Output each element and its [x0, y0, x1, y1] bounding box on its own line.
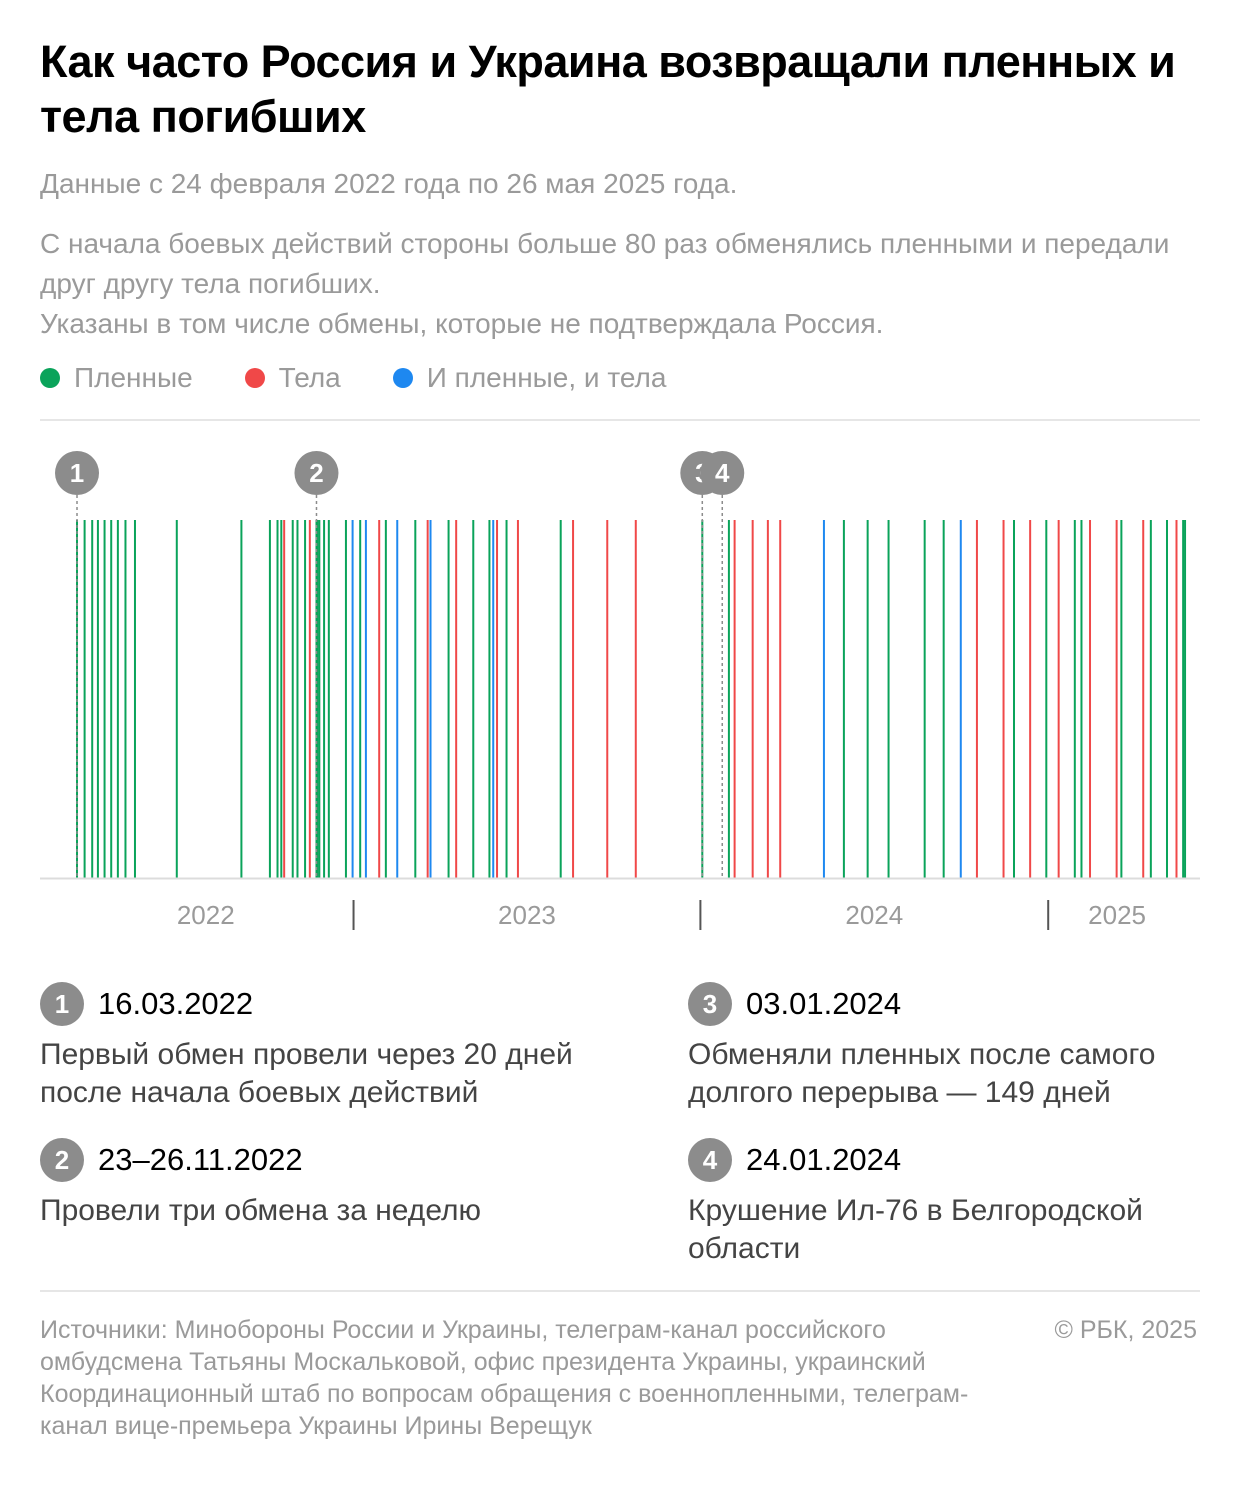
- year-label-2025: 2025: [1088, 900, 1146, 930]
- annotation-2-badge: [294, 451, 339, 495]
- note-2: 2 23–26.11.2022 Провели три обмена за не…: [40, 1136, 640, 1230]
- note-3-date: 03.01.2024: [746, 986, 902, 1021]
- note-2-text: Провели три обмена за неделю: [40, 1194, 482, 1227]
- note-1-badge: 1: [40, 982, 84, 1026]
- legend: Пленные Тела И пленные, и тела: [40, 358, 718, 398]
- note-3-text: Обменяли пленных после самого долгого пе…: [688, 1038, 1156, 1109]
- top-divider: [40, 419, 1200, 421]
- note-1-date: 16.03.2022: [98, 986, 254, 1021]
- chart-title: Как часто Россия и Украина возвращали пл…: [40, 36, 1176, 142]
- annotation-4-number: 4: [715, 458, 730, 488]
- legend-dot-blue-icon: [392, 368, 413, 388]
- description-line-2: Указаны в том числе обмены, которые не п…: [40, 308, 884, 339]
- legend-item-prisoners: Пленные: [40, 362, 193, 394]
- bottom-divider: [40, 1290, 1200, 1292]
- note-2-date: 23–26.11.2022: [98, 1142, 303, 1177]
- legend-item-bodies: Тела: [244, 362, 341, 394]
- legend-dot-red-icon: [244, 368, 265, 388]
- chart-subtitle: Данные с 24 февраля 2022 года по 26 мая …: [40, 168, 738, 199]
- description-line-1: С начала боевых действий стороны больше …: [40, 228, 1170, 299]
- note-3-badge: 3: [688, 982, 732, 1026]
- sources-text: Источники: Минобороны России и Украины, …: [40, 1316, 969, 1440]
- chart-description: С начала боевых действий стороны больше …: [40, 224, 1210, 344]
- year-label-2023: 2023: [498, 900, 556, 930]
- note-4-badge: 4: [688, 1138, 732, 1182]
- timeline-chart: 20222023202420251234: [40, 451, 1200, 930]
- legend-dot-green-icon: [40, 368, 60, 388]
- legend-label-bodies: Тела: [278, 362, 341, 393]
- note-1: 1 16.03.2022 Первый обмен провели через …: [40, 980, 640, 1112]
- note-3: 3 03.01.2024 Обменяли пленных после само…: [688, 980, 1240, 1112]
- note-4-date: 24.01.2024: [746, 1142, 902, 1177]
- legend-label-prisoners: Пленные: [74, 362, 193, 393]
- legend-label-both: И пленные, и тела: [426, 362, 667, 393]
- year-label-2024: 2024: [845, 900, 903, 930]
- annotation-2-number: 2: [309, 458, 323, 488]
- annotation-4-badge: [700, 451, 745, 495]
- note-4: 4 24.01.2024 Крушение Ил-76 в Белгородск…: [688, 1136, 1240, 1268]
- annotation-1-number: 1: [70, 458, 84, 488]
- year-label-2022: 2022: [177, 900, 235, 930]
- copyright-text: © РБК, 2025: [1054, 1316, 1197, 1344]
- note-4-text: Крушение Ил-76 в Белгородской области: [688, 1194, 1143, 1265]
- legend-item-both: И пленные, и тела: [392, 362, 667, 394]
- note-1-text: Первый обмен провели через 20 дней после…: [40, 1038, 573, 1109]
- note-2-badge: 2: [40, 1138, 84, 1182]
- annotation-1-badge: [55, 451, 100, 495]
